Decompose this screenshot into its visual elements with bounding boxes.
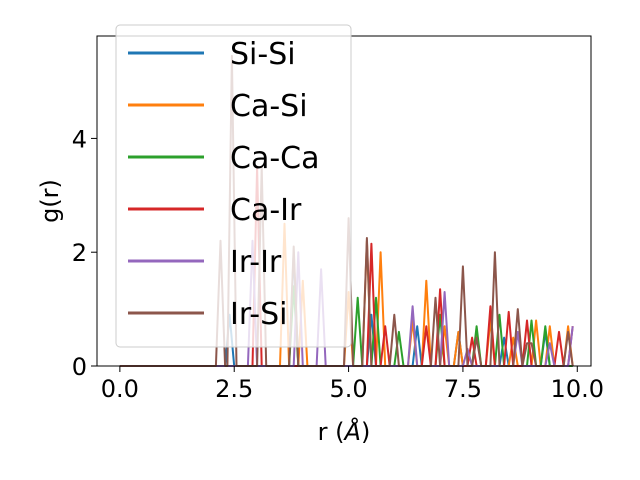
legend-item-ca-si: Ca-Si	[128, 89, 308, 124]
x-tick-label: 5.0	[329, 375, 367, 403]
x-axis-label: r (Å)	[318, 417, 371, 446]
legend-label: Si-Si	[230, 37, 296, 72]
legend-label: Ca-Ca	[230, 141, 320, 176]
x-tick-label: 0.0	[101, 375, 139, 403]
x-tick-label: 7.5	[444, 375, 482, 403]
legend-item-ir-ir: Ir-Ir	[128, 245, 282, 280]
y-axis-label: g(r)	[36, 179, 64, 223]
legend-item-ir-si: Ir-Si	[128, 297, 287, 332]
legend-item-si-si: Si-Si	[128, 37, 296, 72]
y-ticks: 0 2 4	[72, 125, 97, 381]
legend-item-ca-ca: Ca-Ca	[128, 141, 320, 176]
series-line-ca-ca	[119, 285, 573, 367]
legend-label: Ca-Ir	[230, 193, 302, 228]
legend-label: Ir-Ir	[230, 245, 282, 280]
legend-label: Ca-Si	[230, 89, 308, 124]
x-tick-label: 2.5	[215, 375, 253, 403]
legend: Si-Si Ca-Si Ca-Ca Ca-Ir Ir-Ir Ir-Si	[115, 24, 352, 348]
y-tick-label: 0	[72, 353, 87, 381]
x-tick-label: 10.0	[551, 375, 604, 403]
legend-label: Ir-Si	[230, 297, 287, 332]
legend-item-ca-ir: Ca-Ir	[128, 193, 302, 228]
y-tick-label: 2	[72, 239, 87, 267]
x-ticks: 0.0 2.5 5.0 7.5 10.0	[101, 366, 604, 403]
y-tick-label: 4	[72, 125, 87, 153]
legend-items: Si-Si Ca-Si Ca-Ca Ca-Ir Ir-Ir Ir-Si	[128, 37, 320, 332]
